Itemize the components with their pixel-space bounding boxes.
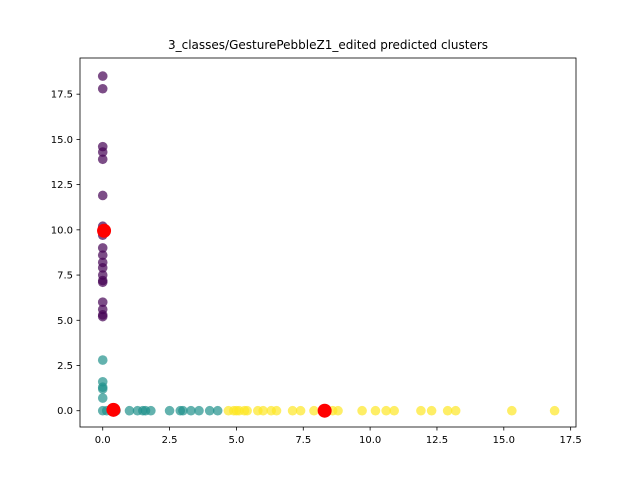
data-point (389, 405, 399, 416)
data-point (426, 405, 437, 416)
data-point (271, 405, 282, 416)
data-point (186, 405, 196, 416)
data-point (507, 405, 517, 416)
data-point (295, 405, 306, 416)
y-tick-label: 0.0 (57, 406, 73, 417)
data-point (549, 405, 560, 416)
x-tick-label: 0.0 (95, 435, 111, 446)
y-tick-label: 5.0 (57, 316, 73, 327)
data-point (97, 250, 108, 260)
data-point (97, 311, 108, 322)
cluster-1-points (97, 355, 223, 416)
data-point (450, 405, 461, 416)
x-tick-label: 17.5 (560, 435, 582, 446)
data-point (97, 154, 108, 165)
chart-title: 3_classes/GesturePebbleZ1_edited predict… (168, 38, 488, 52)
y-tick-label: 12.5 (51, 180, 73, 191)
y-tick-label: 17.5 (51, 90, 73, 101)
data-point (97, 263, 108, 273)
data-point (97, 83, 108, 94)
data-point (97, 190, 108, 201)
y-tick-label: 15.0 (51, 135, 73, 146)
data-point (333, 405, 343, 416)
data-point (146, 405, 156, 416)
data-point (97, 71, 108, 81)
data-point (97, 297, 108, 307)
data-point (97, 355, 108, 365)
data-point (97, 277, 108, 288)
data-point (178, 405, 188, 416)
data-point (242, 405, 252, 416)
centroid-point (97, 223, 112, 238)
axes: 0.0 2.5 5.0 7.5 10.0 12.5 15.0 17.5 0.0 2.5 5.0 7.5… (51, 57, 582, 446)
data-point (97, 243, 108, 253)
data-point (370, 405, 381, 416)
data-point (97, 384, 108, 394)
plot-frame (79, 57, 577, 428)
data-point (357, 405, 367, 416)
data-point (97, 147, 108, 157)
data-point (416, 405, 426, 416)
x-tick-label: 2.5 (162, 435, 178, 446)
cluster-0-points (97, 71, 108, 322)
y-tick-label: 7.5 (57, 271, 73, 282)
x-tick-label: 5.0 (228, 435, 244, 446)
data-point (124, 405, 135, 416)
data-point (204, 405, 215, 416)
x-tick-label: 12.5 (426, 435, 448, 446)
data-point (309, 405, 319, 416)
x-tick-label: 7.5 (295, 435, 311, 446)
data-point (164, 405, 175, 416)
centroid-point (106, 402, 121, 417)
x-tick-label: 10.0 (359, 435, 381, 446)
plot-area (97, 71, 560, 418)
data-point (442, 405, 453, 416)
cluster-2-points (223, 405, 560, 416)
data-point (212, 405, 223, 416)
centroid-point (317, 403, 332, 418)
centroid-points (97, 223, 332, 418)
data-point (194, 405, 204, 416)
data-point (381, 405, 391, 416)
data-point (287, 405, 298, 416)
y-tick-label: 10.0 (51, 225, 73, 236)
x-tick-label: 15.0 (493, 435, 515, 446)
data-point (258, 405, 268, 416)
data-point (97, 393, 108, 403)
y-tick-label: 2.5 (57, 361, 73, 372)
